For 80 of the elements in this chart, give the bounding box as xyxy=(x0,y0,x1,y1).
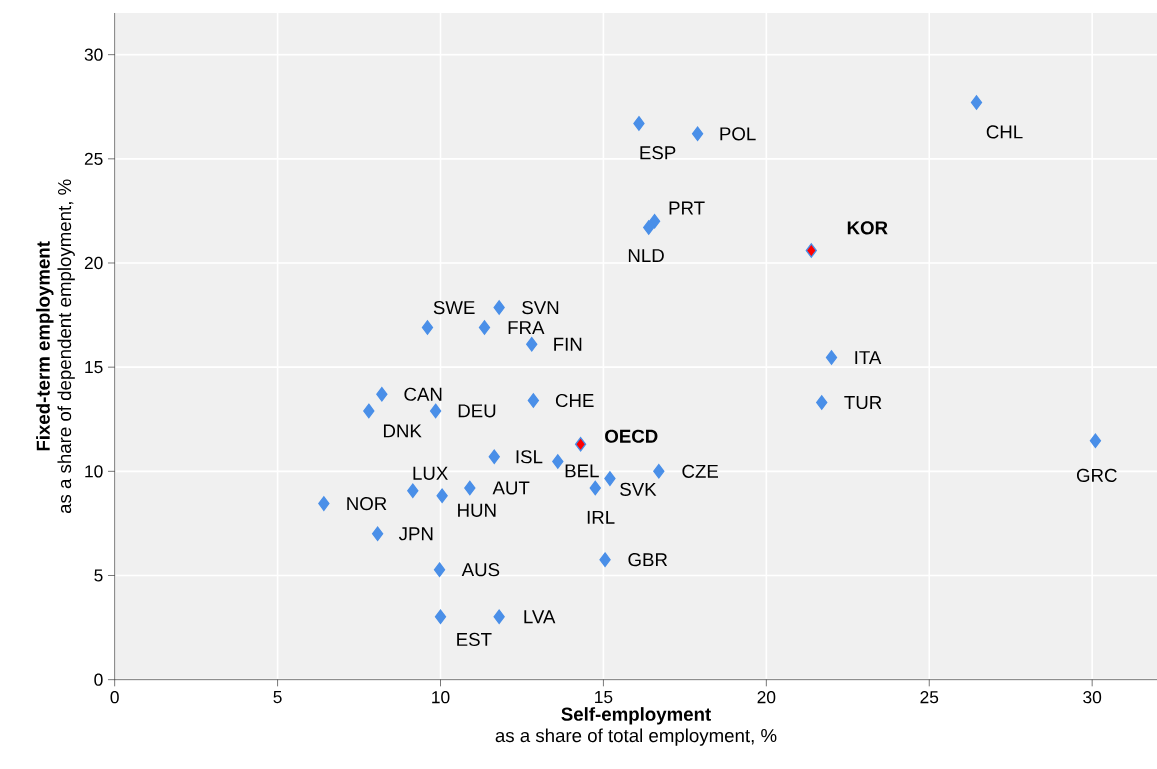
y-axis-title: Fixed-term employment as a share of dependent employment, % xyxy=(36,179,75,514)
y-tick-label: 20 xyxy=(84,256,103,270)
y-tick-label: 0 xyxy=(94,673,103,686)
annotation: NOR xyxy=(347,497,387,511)
annotation: EST xyxy=(457,632,492,647)
annotation: TUR xyxy=(844,396,882,410)
point xyxy=(478,320,491,335)
point xyxy=(464,480,476,496)
point xyxy=(633,116,645,131)
annotation: LVA xyxy=(524,610,556,624)
annotation: CZE xyxy=(682,464,719,478)
point xyxy=(552,454,564,469)
annotation: NLD xyxy=(628,249,664,262)
point xyxy=(648,213,661,229)
annotation: LUX xyxy=(413,466,448,480)
annotation: FRA xyxy=(508,321,545,334)
point xyxy=(970,95,983,110)
point xyxy=(493,300,505,315)
annotation: GRC xyxy=(1076,468,1117,482)
point xyxy=(574,436,587,452)
annotation: FIN xyxy=(554,337,582,351)
annotation: HUN xyxy=(458,503,496,517)
x-tick-label: 5 xyxy=(273,691,282,704)
annotation: SWE xyxy=(433,300,475,315)
x-tick-label: 15 xyxy=(595,691,613,704)
point xyxy=(653,463,665,479)
point xyxy=(589,480,601,496)
annotation: CAN xyxy=(404,387,442,401)
point xyxy=(371,526,384,542)
annotation: OECD xyxy=(605,429,658,443)
point xyxy=(816,395,828,410)
x-axis-title: Self-employment as a share of total employment, % xyxy=(495,707,777,746)
annotation: ITA xyxy=(855,351,882,364)
point xyxy=(691,126,704,142)
point xyxy=(429,403,442,419)
point xyxy=(805,243,817,258)
annotation: JPN xyxy=(398,527,433,541)
point xyxy=(1089,433,1102,449)
point xyxy=(376,386,388,402)
y-tick-label: 30 xyxy=(84,48,103,61)
point xyxy=(434,609,447,625)
point xyxy=(825,350,838,365)
annotation: POL xyxy=(720,127,756,141)
annotation: AUS xyxy=(461,563,500,577)
x-tick-label: 0 xyxy=(110,691,119,704)
annotation: AUT xyxy=(492,481,530,495)
point xyxy=(527,393,540,408)
y-tick-label: 5 xyxy=(94,569,103,582)
x-tick-label: 30 xyxy=(1083,691,1102,704)
point xyxy=(407,483,419,499)
point xyxy=(643,220,655,235)
annotation: SVN xyxy=(522,300,559,315)
annotation: GBR xyxy=(628,553,668,567)
annotation: DNK xyxy=(383,424,422,438)
point xyxy=(526,336,538,352)
annotation: PRT xyxy=(669,201,705,215)
point xyxy=(493,609,505,625)
point xyxy=(363,403,375,419)
x-tick-label: 20 xyxy=(757,691,776,704)
annotation: IRL xyxy=(587,510,615,524)
x-tick-label: 10 xyxy=(432,691,450,704)
annotation: CHL xyxy=(986,125,1023,139)
annotation: ISL xyxy=(516,450,543,464)
annotation: DEU xyxy=(458,404,496,418)
annotation: BEL xyxy=(565,464,599,478)
point xyxy=(318,496,330,511)
y-tick-label: 15 xyxy=(85,361,103,374)
point xyxy=(421,320,434,335)
annotation: KOR xyxy=(847,221,888,235)
point xyxy=(488,449,500,465)
point xyxy=(604,471,616,486)
y-tick-label: 10 xyxy=(85,465,103,478)
x-tick-label: 25 xyxy=(920,691,939,704)
point xyxy=(433,562,446,577)
point xyxy=(599,552,611,568)
annotation: ESP xyxy=(640,146,676,160)
annotation: CHE xyxy=(555,393,594,408)
point xyxy=(436,488,448,504)
annotation: SVK xyxy=(620,482,657,496)
y-tick-label: 25 xyxy=(84,152,103,165)
